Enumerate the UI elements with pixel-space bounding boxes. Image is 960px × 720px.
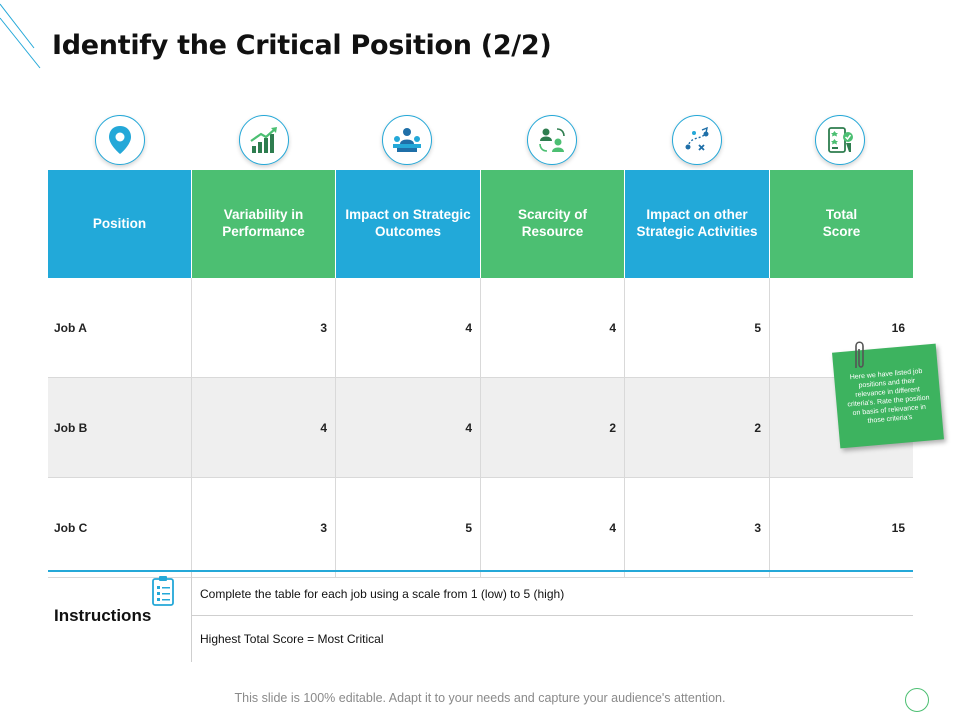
job-name: Job A [48, 278, 192, 377]
strategy-play-icon [672, 115, 722, 165]
location-pin-icon [95, 115, 145, 165]
footer-circle-icon [905, 688, 929, 712]
total-score-cell: 16 [891, 320, 905, 335]
criteria-table: Position Variability in Performance Impa… [48, 170, 913, 578]
instructions-divider [191, 572, 192, 662]
score-cell: 5 [625, 278, 770, 377]
team-meeting-icon [382, 115, 432, 165]
score-cell: 5 [336, 478, 481, 577]
table-row: Job A 3 4 4 5 16 [48, 278, 913, 378]
checklist-icon [152, 576, 174, 606]
score-cell: 2 [481, 378, 625, 477]
corner-decoration [0, 3, 41, 69]
instructions-line-2: Highest Total Score = Most Critical [200, 632, 384, 646]
instructions-title: Instructions [54, 606, 152, 625]
paperclip-icon [855, 341, 864, 368]
header-total-score: Total Score [770, 170, 913, 278]
rating-checklist-icon [815, 115, 865, 165]
score-cell: 3 [625, 478, 770, 577]
footer-text: This slide is 100% editable. Adapt it to… [234, 691, 726, 705]
table-row: Job C 3 5 4 3 15 [48, 478, 913, 578]
total-score-cell: 15 [891, 520, 905, 535]
score-cell: 4 [481, 278, 625, 377]
header-position: Position [48, 170, 192, 278]
table-row: Job B 4 4 2 2 [48, 378, 913, 478]
score-cell: 3 [192, 478, 336, 577]
table-header-row: Position Variability in Performance Impa… [48, 170, 913, 278]
score-cell: 4 [336, 378, 481, 477]
instructions-separator [192, 615, 913, 616]
job-name: Job C [48, 478, 192, 577]
score-cell: 4 [192, 378, 336, 477]
instructions-top-border [48, 570, 913, 572]
score-cell: 4 [481, 478, 625, 577]
page-title: Identify the Critical Position (2/2) [52, 30, 552, 61]
score-cell: 3 [192, 278, 336, 377]
header-scarcity: Scarcity of Resource [481, 170, 625, 278]
instructions-line-1: Complete the table for each job using a … [200, 587, 565, 601]
growth-chart-icon [239, 115, 289, 165]
header-impact-strategic: Impact on Strategic Outcomes [336, 170, 481, 278]
header-variability: Variability in Performance [192, 170, 336, 278]
header-impact-other: Impact on other Strategic Activities [625, 170, 770, 278]
score-cell: 4 [336, 278, 481, 377]
sticky-note: Here we have listed job positions and th… [832, 343, 944, 449]
people-exchange-icon [527, 115, 577, 165]
job-name: Job B [48, 378, 192, 477]
score-cell: 2 [625, 378, 770, 477]
